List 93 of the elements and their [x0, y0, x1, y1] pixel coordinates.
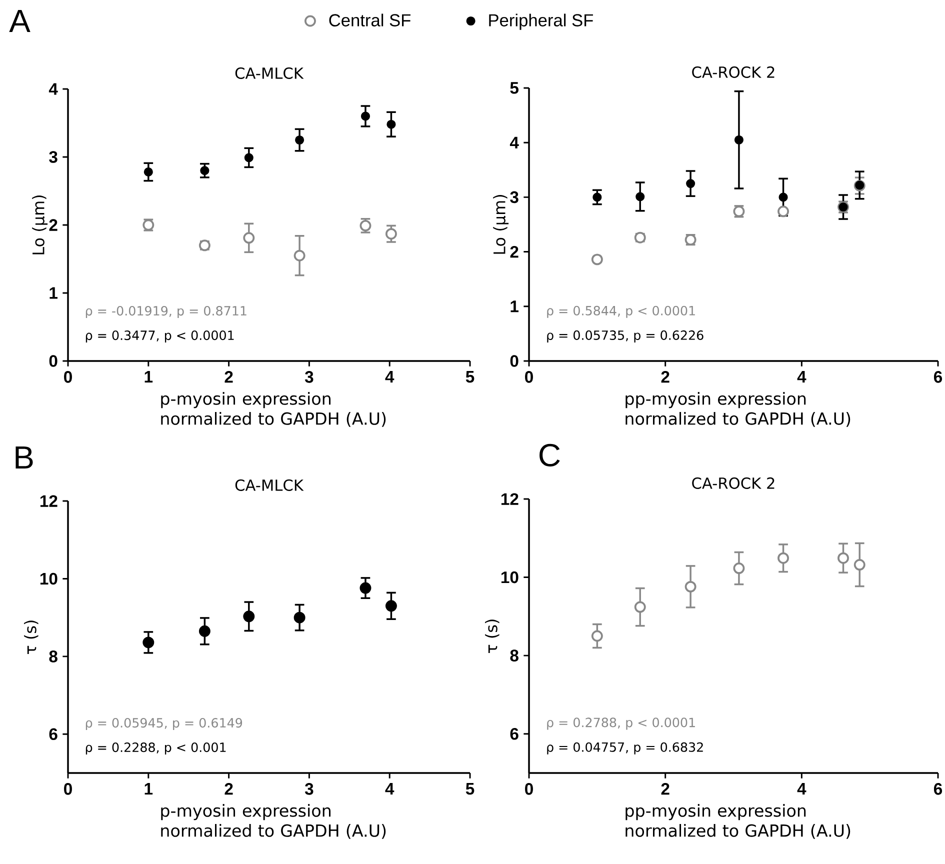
point	[591, 254, 603, 266]
point	[385, 228, 397, 240]
point	[144, 167, 153, 176]
point	[778, 192, 788, 202]
x-tick-label: 0	[64, 371, 72, 383]
y-tick-label: 1	[510, 300, 518, 312]
point	[360, 582, 372, 594]
point	[142, 636, 154, 648]
point	[198, 625, 210, 637]
y-tick-label: 3	[510, 191, 518, 204]
x-tick-label: 3	[304, 371, 314, 383]
x-tick-label: 4	[385, 783, 394, 795]
x-tick-label: 5	[466, 371, 474, 383]
y-tick-label: 8	[510, 650, 518, 662]
text: B	[16, 446, 33, 468]
x-tick-label: 4	[797, 783, 806, 795]
y-axis-title: τ (s)	[24, 620, 38, 654]
y-tick-label: 10	[501, 571, 518, 584]
x-tick-label: 1	[144, 371, 153, 383]
point	[385, 600, 397, 612]
point	[778, 206, 790, 218]
point	[684, 580, 696, 592]
y-tick-label: 1	[50, 287, 58, 299]
point	[686, 179, 696, 188]
x-axis-title: pp-myosin expression normalized to GAPDH (A.U)	[626, 392, 850, 427]
annotation: ρ = 0.04757, p = 0.6832	[547, 742, 703, 754]
text: A	[9, 10, 30, 32]
y-tick-label: 8	[49, 650, 58, 662]
chart-title: CA-ROCK 2	[692, 66, 774, 78]
x-axis-title: pp-myosin expression normalized to GAPDH (A.U)	[626, 804, 850, 839]
x-tick-label: 2	[661, 783, 670, 795]
annotation: ρ = 0.2788, p < 0.0001	[547, 718, 695, 730]
legend-label: Central SF	[329, 14, 410, 26]
annotation: ρ = 0.3477, p < 0.0001	[86, 330, 234, 343]
x-tick-label: 2	[224, 783, 233, 795]
point	[591, 630, 603, 642]
point	[778, 552, 790, 564]
x-axis-title: p-myosin expression normalized to GAPDH (A.U)	[161, 804, 386, 839]
x-tick-label: 1	[144, 783, 153, 795]
y-tick-label: 4	[510, 136, 519, 148]
point	[243, 610, 255, 622]
y-tick-label: 12	[40, 495, 58, 507]
point	[200, 166, 210, 176]
point	[634, 601, 646, 613]
legend-label: Peripheral SF	[489, 14, 593, 30]
text: C	[540, 444, 560, 466]
x-tick-label: 5	[466, 783, 474, 795]
annotation: ρ = 0.5844, p < 0.0001	[547, 306, 695, 318]
y-tick-label: 2	[49, 219, 58, 231]
point	[360, 112, 370, 121]
point	[733, 562, 745, 574]
y-axis-title: τ (s)	[485, 620, 500, 653]
annotation: ρ = 0.05945, p = 0.6149	[86, 718, 242, 730]
point	[244, 153, 254, 162]
y-tick-label: 0	[510, 355, 518, 367]
x-tick-label: 2	[661, 371, 670, 383]
point	[243, 232, 255, 244]
x-tick-label: 6	[934, 371, 942, 383]
y-axis-title: Lo (µm)	[493, 194, 509, 254]
x-tick-label: 6	[934, 783, 942, 795]
x-tick-label: 4	[385, 371, 394, 383]
y-tick-label: 3	[49, 151, 58, 163]
y-tick-label: 0	[49, 355, 58, 367]
x-tick-label: 0	[525, 371, 533, 383]
y-tick-label: 6	[510, 728, 518, 740]
y-tick-label: 5	[510, 82, 518, 94]
annotation: ρ = 0.05735, p = 0.6226	[547, 330, 704, 342]
y-tick-label: 12	[501, 493, 518, 505]
point	[636, 192, 645, 202]
point	[592, 192, 602, 202]
point	[294, 612, 306, 624]
x-tick-label: 0	[525, 783, 533, 795]
annotation: ρ = -0.01919, p = 0.8711	[86, 306, 246, 318]
y-tick-label: 10	[40, 572, 58, 585]
y-tick-label: 4	[48, 83, 58, 95]
point	[854, 559, 866, 570]
x-tick-label: 4	[797, 371, 806, 383]
y-tick-label: 6	[49, 728, 58, 740]
annotation: ρ = 0.2288, p < 0.001	[86, 742, 226, 755]
point	[734, 135, 744, 144]
point	[838, 552, 849, 564]
point	[386, 120, 396, 129]
x-tick-label: 0	[64, 783, 72, 795]
chart-title: CA-MLCK	[235, 479, 304, 491]
x-tick-label: 2	[224, 371, 233, 383]
chart-title: CA-MLCK	[235, 67, 304, 79]
y-axis-title: Lo (µm)	[32, 195, 48, 254]
y-tick-label: 2	[510, 246, 518, 258]
x-axis-title: p-myosin expression normalized to GAPDH (A.U)	[161, 392, 386, 427]
point	[295, 135, 304, 145]
x-tick-label: 3	[304, 783, 314, 795]
chart-title: CA-ROCK 2	[692, 477, 774, 489]
point	[294, 250, 306, 262]
